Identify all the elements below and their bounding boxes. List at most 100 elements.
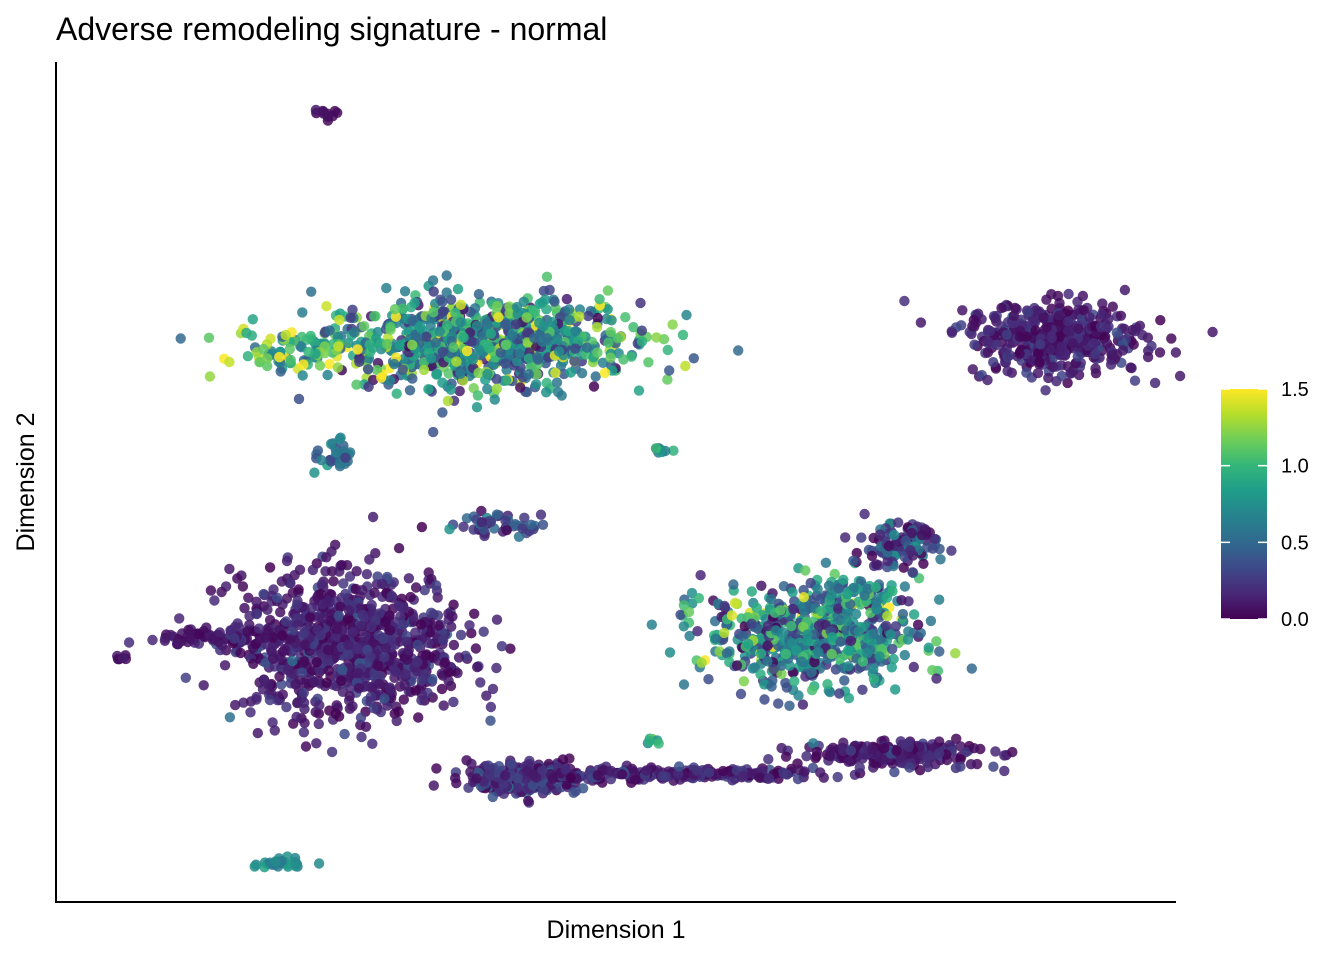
data-point [404,385,416,396]
data-point [450,307,461,319]
data-point [343,605,355,616]
data-point [389,358,400,370]
data-point [791,645,802,656]
data-point [317,613,328,624]
data-point [287,587,298,598]
data-point [1008,310,1020,321]
data-point [453,652,465,663]
data-point [824,686,836,698]
data-point [1022,307,1034,318]
data-point [180,672,191,683]
data-point [568,787,579,798]
data-point [1031,305,1042,316]
data-point [443,666,454,678]
data-point [688,353,699,364]
data-point [428,307,439,318]
data-point [366,599,377,611]
data-point [299,656,310,667]
data-point [393,706,404,717]
data-point [419,669,431,680]
data-point [504,301,515,312]
data-point [410,627,421,638]
data-point [850,608,862,620]
data-point [147,634,158,646]
data-point [425,353,437,364]
data-point [1090,348,1101,360]
colorbar-gradient [1221,389,1267,619]
data-point [315,589,327,600]
data-point [445,384,457,395]
data-point [247,314,258,325]
data-point [547,773,558,784]
data-point [405,302,417,313]
data-point [325,438,337,450]
data-point [703,674,714,685]
data-point [216,586,227,598]
data-point [531,369,542,380]
data-point [347,304,358,315]
data-point [599,367,611,379]
data-point [455,368,466,379]
data-point [425,627,436,638]
data-point [930,759,941,770]
data-point [1166,333,1177,344]
data-point [999,750,1010,761]
data-point [696,657,707,668]
data-point [491,614,503,625]
data-point [357,609,368,621]
data-point [500,375,512,386]
data-point [280,616,292,627]
data-point [267,640,279,651]
data-point [1040,385,1051,396]
data-point [297,307,308,318]
data-point [695,570,706,581]
data-point [473,289,485,300]
data-point [436,683,448,695]
data-point [430,337,441,348]
data-point [588,381,600,392]
data-point [430,580,442,591]
data-point [389,304,401,315]
data-point [264,562,276,573]
data-point [590,371,601,382]
data-point [726,610,738,621]
data-point [1170,347,1182,358]
data-point [399,680,410,691]
data-point [630,774,641,785]
data-point [321,677,332,688]
data-point [448,599,459,610]
data-point [777,767,789,778]
data-point [618,354,629,365]
data-point [1067,338,1079,349]
data-point [743,638,754,650]
data-point [553,346,565,357]
data-point [879,743,890,754]
data-point [405,591,416,603]
data-point [444,524,455,535]
data-point [366,621,377,633]
data-point [605,326,616,338]
data-point [827,742,839,753]
data-point [1055,346,1066,357]
data-point [592,312,603,324]
data-point [416,521,428,533]
data-point [826,648,837,660]
data-point [485,701,497,713]
data-point [361,681,373,692]
data-point [843,661,854,672]
data-point [801,751,812,762]
data-point [185,633,196,644]
data-point [541,333,553,344]
data-point [890,621,901,632]
data-point [746,586,757,597]
data-point [306,286,317,297]
data-point [485,516,496,528]
data-point [275,607,286,618]
data-point [229,633,240,644]
data-point [472,661,483,673]
data-point [762,620,774,632]
data-point [226,625,237,636]
data-point [448,639,460,651]
data-point [431,369,442,380]
data-point [775,605,786,616]
